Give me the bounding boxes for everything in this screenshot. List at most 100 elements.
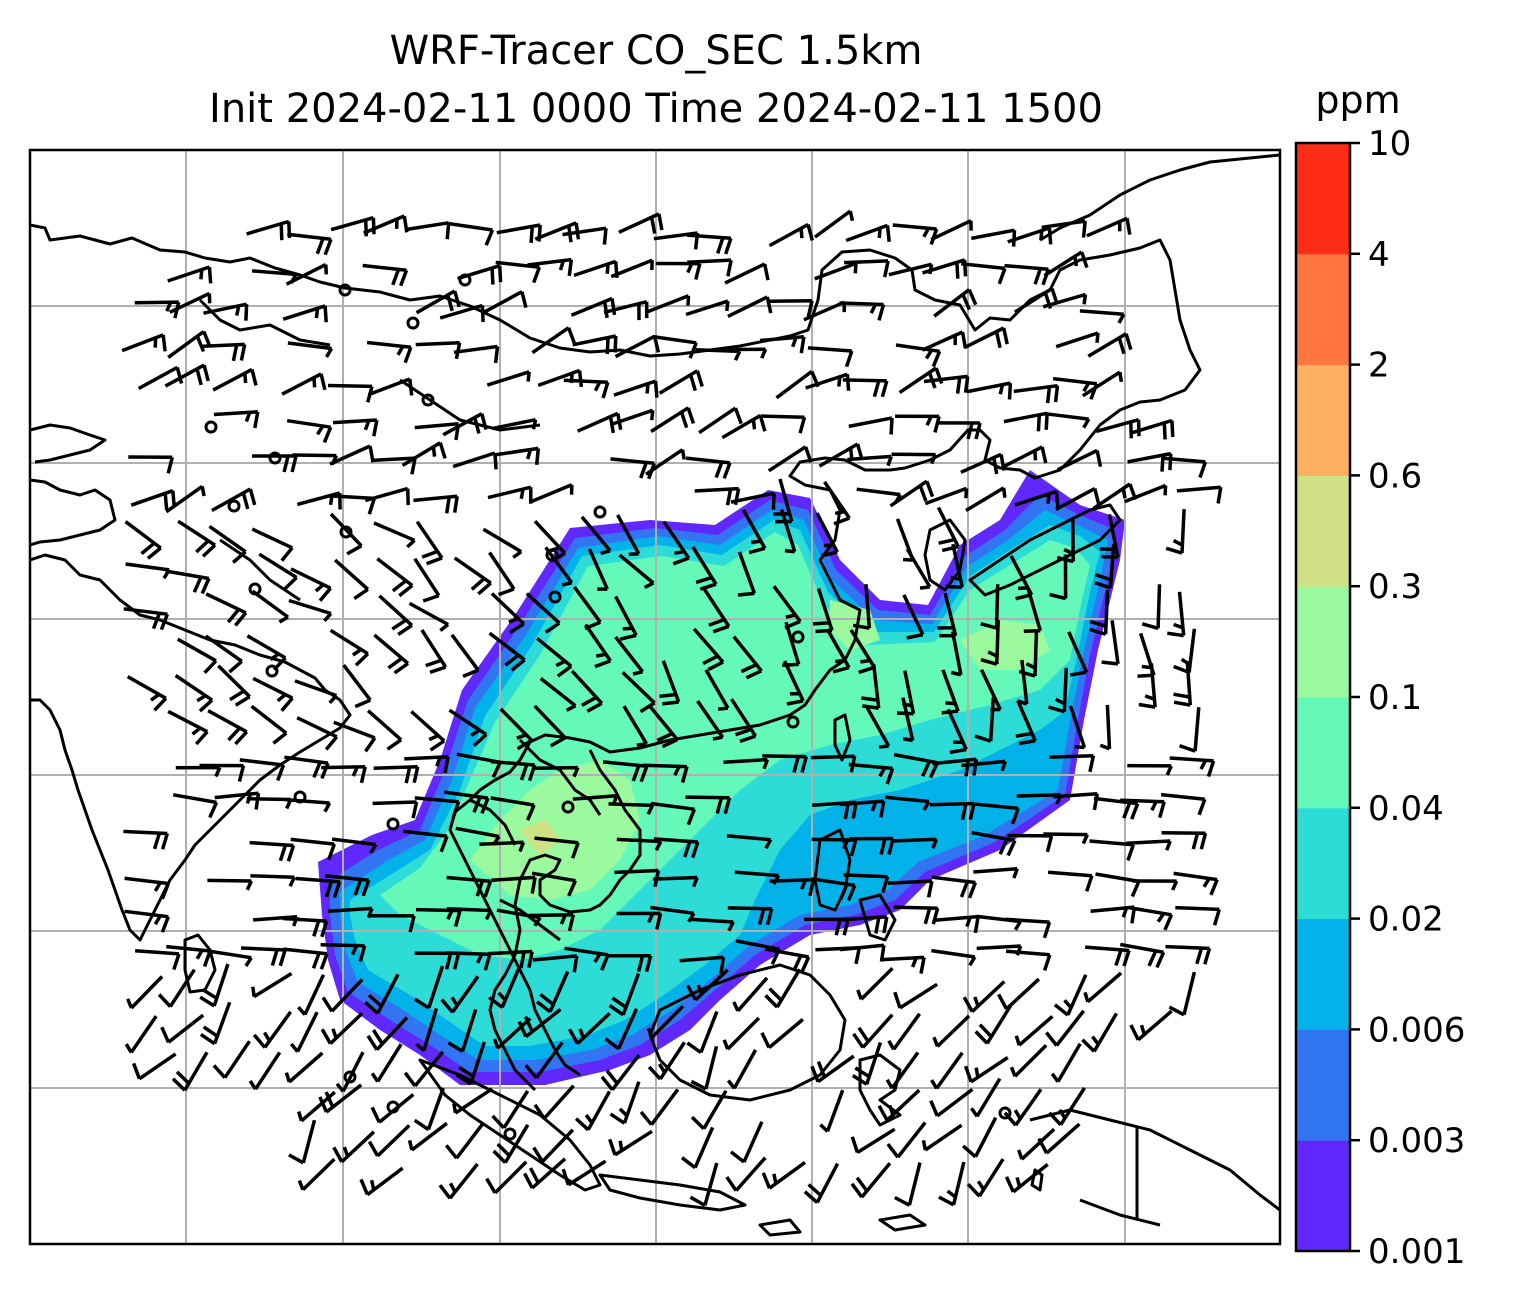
wind-barb	[887, 1012, 922, 1051]
wind-barb	[653, 875, 699, 888]
wind-barb	[814, 261, 858, 281]
wind-barb	[1101, 620, 1120, 666]
wind-barb	[525, 592, 561, 634]
wind-barb	[932, 1014, 971, 1048]
wind-barb	[1089, 590, 1110, 636]
wind-barb	[172, 793, 219, 819]
wind-barb	[413, 494, 459, 514]
wind-barb	[686, 968, 729, 1002]
wind-barb	[966, 1158, 1005, 1198]
wind-barb	[580, 515, 612, 556]
wind-barb	[891, 452, 938, 465]
wind-barb	[452, 1087, 494, 1115]
coastline-mainland-east	[448, 489, 862, 1077]
wind-barb	[123, 607, 170, 631]
wind-barb	[686, 233, 733, 255]
wind-barb	[760, 414, 807, 434]
wind-barb	[562, 226, 608, 245]
wind-barb	[448, 221, 495, 246]
wind-barb	[1048, 1086, 1086, 1126]
wind-barb	[929, 801, 976, 821]
wind-barb	[1037, 1122, 1081, 1155]
wind-barb	[535, 970, 570, 1014]
wind-barb	[166, 944, 212, 968]
wind-barb	[970, 1077, 1002, 1118]
coastline-korea	[923, 518, 967, 592]
wind-barb	[442, 412, 488, 437]
wind-barb	[1127, 763, 1173, 776]
wind-barb	[1086, 216, 1132, 238]
wind-barb	[608, 1129, 653, 1157]
wind-barb	[444, 790, 490, 815]
wind-barb	[1013, 287, 1059, 314]
wind-barb	[531, 871, 577, 897]
wind-barb	[1048, 667, 1069, 714]
wind-barb	[327, 383, 374, 403]
wind-barb	[324, 873, 371, 897]
wind-barb	[1047, 870, 1094, 892]
wind-barb	[610, 457, 656, 480]
wind-barb	[805, 372, 851, 391]
wind-barb	[403, 829, 449, 853]
wind-barb	[403, 1050, 445, 1088]
wind-barb	[843, 873, 890, 894]
wind-barb	[893, 982, 939, 1010]
wind-barb	[893, 1162, 922, 1207]
wind-barb	[1094, 543, 1116, 590]
wind-barb	[618, 212, 664, 234]
wind-barb	[931, 948, 977, 967]
wind-barb	[603, 300, 649, 321]
map-area	[30, 150, 1280, 1244]
wind-barb	[297, 1157, 336, 1192]
wind-barb	[921, 330, 968, 352]
wind-barb	[376, 557, 414, 598]
wind-barb	[450, 633, 480, 679]
wind-barb	[290, 567, 332, 602]
wind-barb	[373, 633, 410, 675]
wind-barb	[211, 487, 257, 513]
wind-barb	[1095, 872, 1141, 898]
wind-barb	[587, 548, 609, 591]
wind-barb	[687, 258, 733, 277]
wind-barb	[241, 946, 287, 967]
wind-barb	[167, 265, 213, 284]
map-title-line2: Init 2024-02-11 0000 Time 2024-02-11 150…	[209, 86, 1103, 132]
wind-barb	[783, 660, 805, 706]
wind-barb	[647, 1041, 686, 1081]
wind-barb	[1160, 792, 1207, 816]
coastline-philippines	[813, 828, 897, 942]
wind-barb	[767, 445, 813, 473]
wind-barb	[213, 410, 260, 429]
wind-barb	[330, 494, 376, 515]
wind-barb	[289, 1011, 319, 1053]
colorbar-tick-label: 0.006	[1368, 1010, 1465, 1050]
calm-wind-circle	[406, 316, 420, 330]
wind-barb	[362, 263, 409, 287]
wind-barb	[1049, 554, 1068, 601]
wind-barb	[1165, 509, 1186, 555]
wind-barb	[561, 1159, 607, 1187]
wind-barb	[815, 512, 839, 558]
wind-barb	[1168, 971, 1197, 1017]
wind-barb	[1173, 871, 1219, 896]
wind-barb	[246, 219, 292, 241]
wind-barb	[567, 1012, 611, 1045]
wind-barb	[488, 966, 522, 1009]
wind-barb	[452, 451, 498, 470]
colorbar-tick-label: 0.003	[1368, 1121, 1465, 1161]
wind-barb	[534, 836, 580, 859]
wind-barb	[727, 295, 773, 318]
colorbar-segment	[1296, 918, 1350, 1030]
calm-wind-circle	[421, 393, 435, 407]
wind-barb	[415, 340, 462, 360]
wind-barb	[573, 259, 619, 279]
wind-barb	[329, 628, 370, 667]
wind-barb	[486, 370, 531, 387]
calm-wind-circle	[339, 525, 353, 539]
colorbar-segment	[1296, 697, 1350, 809]
calm-wind-circle	[561, 800, 575, 814]
coastline-new-guinea	[1029, 1108, 1280, 1227]
wind-barb	[934, 914, 980, 934]
wind-barb	[1056, 448, 1103, 472]
wind-barb	[643, 763, 689, 783]
